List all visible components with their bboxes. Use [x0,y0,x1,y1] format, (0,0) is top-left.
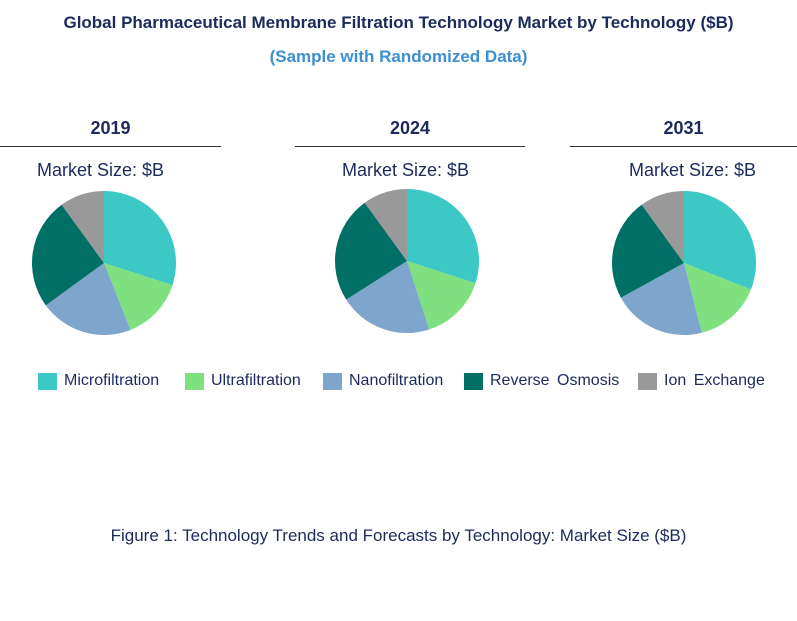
pie-slice-reverse-osmosis [612,204,684,298]
pie-slice-nanofiltration [45,263,131,335]
pie-slice-reverse-osmosis [31,204,104,306]
pie-chart-2024 [335,189,480,334]
legend-item-ion-exchange: Ion Exchange [638,372,765,390]
legend-label: Reverse Osmosis [490,372,620,389]
legend: Microfiltration Ultrafiltration Nanofilt… [0,372,797,394]
pie-slice-microfiltration [104,191,177,286]
legend-label: Ion Exchange [664,372,765,389]
pie-slice-nanofiltration [346,261,430,334]
legend-swatch [323,372,342,390]
legend-swatch [638,372,657,390]
legend-item-reverse-osmosis: Reverse Osmosis [464,372,619,390]
legend-item-nanofiltration: Nanofiltration [323,372,443,390]
pie-slice-reverse-osmosis [335,202,407,300]
legend-swatch [185,372,204,390]
chart-title: Global Pharmaceutical Membrane Filtratio… [63,13,734,32]
legend-label: Microfiltration [64,372,160,389]
market-size-label-2024: Market Size: $B [342,160,470,180]
pie-slice-ultrafiltration [407,261,476,330]
legend-item-microfiltration: Microfiltration [38,372,159,390]
title-divider [570,146,797,147]
pie-slice-microfiltration [684,191,756,290]
pie-title-2019: 2019 [90,118,131,138]
pie-chart-2031 [612,191,756,336]
pie-slice-ultrafiltration [104,263,173,330]
legend-label: Ultrafiltration [211,372,301,389]
pie-slice-ion-exchange [61,191,104,263]
pie-chart-2019 [31,191,177,335]
market-size-label-2019: Market Size: $B [37,160,165,180]
title-divider [0,146,221,147]
pie-slice-ion-exchange [364,189,407,261]
pie-title-2031: 2031 [663,118,704,138]
pie-title-2024: 2024 [389,118,431,138]
legend-swatch [38,372,57,390]
legend-item-ultrafiltration: Ultrafiltration [185,372,301,390]
legend-swatch [464,372,483,390]
figure-caption: Figure 1: Technology Trends and Forecast… [110,526,687,545]
pie-slice-nanofiltration [620,263,702,336]
pie-slice-ultrafiltration [684,263,751,333]
pie-slice-microfiltration [407,189,480,284]
chart-subtitle: (Sample with Randomized Data) [269,47,528,66]
legend-label: Nanofiltration [349,372,444,389]
title-divider [295,146,525,147]
pie-slice-ion-exchange [641,191,684,263]
market-size-label-2031: Market Size: $B [629,160,757,180]
